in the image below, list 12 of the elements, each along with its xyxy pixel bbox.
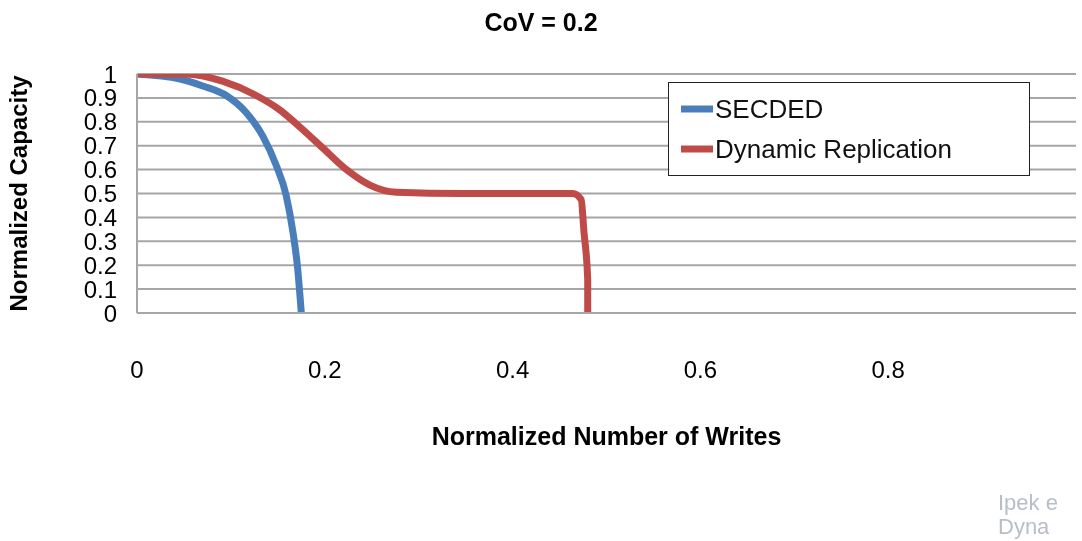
x-tick-label: 0.4 — [495, 356, 530, 384]
y-axis-title: Normalized Capacity — [4, 74, 32, 312]
x-tick-label: 0.2 — [308, 356, 342, 384]
legend-label: Dynamic Replication — [715, 133, 952, 165]
x-tick-label: 0 — [130, 356, 144, 384]
x-tick-label: 0.6 — [683, 356, 718, 384]
x-axis-title: Normalized Number of Writes — [431, 422, 782, 450]
text: Ipek e — [998, 490, 1058, 516]
chart-title: CoV = 0.2 — [483, 8, 599, 37]
legend-label: SECDED — [715, 93, 824, 125]
x-tick-label: 0.8 — [871, 356, 905, 384]
text: Dyna — [998, 514, 1050, 540]
